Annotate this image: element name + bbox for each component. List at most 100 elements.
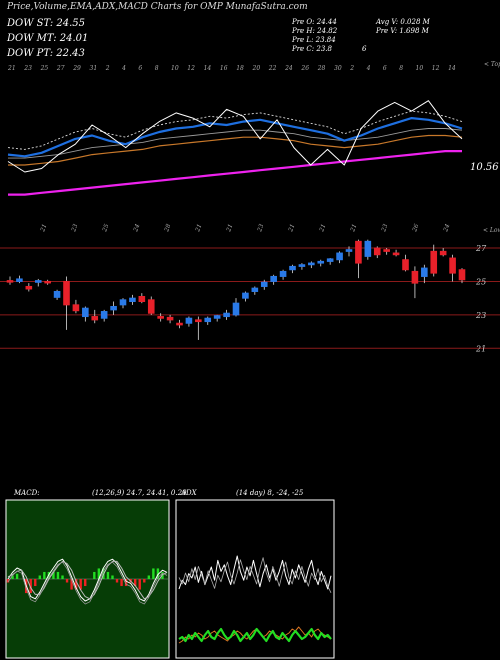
candle-body <box>411 270 419 284</box>
bottom-date-label: 21 <box>318 223 328 234</box>
bottom-date-label: 23 <box>70 223 80 234</box>
macd-params: (12,26,9) 24.7, 24.41, 0.29 <box>92 489 187 497</box>
top-date-label: 24 <box>284 65 293 72</box>
candle-body <box>458 269 466 281</box>
candle-body <box>204 317 212 323</box>
top-date-label: 10 <box>171 65 179 72</box>
top-date-label: 29 <box>72 65 81 72</box>
candle-body <box>242 292 249 299</box>
bottom-date-label: 23 <box>256 223 266 234</box>
bottom-date-label: 24 <box>442 223 452 234</box>
bottom-date-label: 21 <box>349 223 359 234</box>
bottom-date-label: 28 <box>163 223 173 234</box>
candle-body <box>110 306 117 311</box>
candle-body <box>44 280 51 284</box>
candle-body <box>326 258 334 262</box>
ema-price-label: 10.56 <box>470 162 499 173</box>
top-date-label: 12 <box>432 65 440 72</box>
candle-body <box>383 249 390 252</box>
ema-blue-line <box>7 116 463 158</box>
macd-shadow-line <box>7 561 168 605</box>
candle-body <box>138 295 146 303</box>
candle-body <box>100 311 108 319</box>
bottom-date-label: 24 <box>132 223 142 234</box>
adx-label: ADX <box>181 489 197 497</box>
candle-body <box>260 281 268 287</box>
top-date-label: 4 <box>366 65 371 72</box>
candle-body <box>185 317 193 324</box>
bottom-date-label: 25 <box>101 223 111 234</box>
chart-title: Price,Volume,EMA,ADX,MACD Charts for OMP… <box>7 2 308 12</box>
top-date-label: 12 <box>187 65 195 72</box>
candle-body <box>279 270 287 277</box>
candle-body <box>373 247 381 256</box>
candle-body <box>72 304 80 312</box>
candle-body <box>147 299 155 314</box>
candle-body <box>402 259 409 271</box>
candle-body <box>34 280 42 283</box>
candle-body <box>439 250 447 256</box>
top-date-label: 2 <box>349 65 354 72</box>
top-date-label: 6 <box>383 65 387 72</box>
top-date-label: 14 <box>448 65 456 72</box>
top-date-label: 22 <box>268 65 277 72</box>
candle-body <box>25 285 33 290</box>
dow-pt-label: DOW PT: 22.43 <box>7 48 85 59</box>
candle-body <box>308 262 315 266</box>
candle-body <box>232 302 240 316</box>
price-white-line <box>7 100 463 173</box>
candle-body <box>82 307 89 318</box>
top-date-label: 6 <box>138 65 142 72</box>
macd-line <box>7 558 168 602</box>
top-date-label: 21 <box>7 65 16 72</box>
avg-volume: Avg V: 0.028 M <box>376 18 430 26</box>
price-axis-tick: 27 <box>475 244 487 253</box>
top-date-label: 27 <box>56 65 65 72</box>
ema-gray-line <box>8 128 463 159</box>
candle-body <box>166 316 174 321</box>
top-date-label: 26 <box>300 65 309 72</box>
pre-low: Pre L: 23.84 <box>292 36 336 44</box>
pre-volume: Pre V: 1.698 M <box>376 27 429 35</box>
candle-body <box>119 299 127 306</box>
candle-body <box>392 252 400 256</box>
ema-orange-line <box>8 134 463 166</box>
adx-green-line <box>178 627 332 643</box>
dow-st-label: DOW ST: 24.55 <box>7 18 86 29</box>
price-charts-svg: 21 23 25 27 29 31 2 4 6 8 10 12 14 16 18 20 22 24 26 28 30 2 4… <box>0 61 500 353</box>
candle-body <box>176 322 183 326</box>
candle-body <box>129 297 136 303</box>
candle-body <box>336 252 343 261</box>
top-date-label: 18 <box>236 65 244 72</box>
top-date-label: 28 <box>317 65 326 72</box>
candle-body <box>91 316 99 321</box>
macd-label: MACD: <box>14 489 40 497</box>
bottom-date-label: 23 <box>380 223 390 234</box>
ema-magenta-line <box>8 150 462 196</box>
price-axis-tick: 21 <box>475 344 486 353</box>
tops-axis-label: < Tops <box>484 61 500 68</box>
bottom-date-label: 21 <box>194 223 204 234</box>
price-axis-tick: 23 <box>475 311 486 320</box>
candle-body <box>317 260 325 264</box>
top-date-label: 30 <box>334 65 342 72</box>
candle-body <box>157 316 164 319</box>
candle-body <box>213 315 221 319</box>
top-date-label: 20 <box>252 65 261 72</box>
candle-body <box>223 312 230 318</box>
candle-body <box>298 264 306 267</box>
top-date-label: 16 <box>220 65 228 72</box>
top-date-label: 25 <box>40 65 49 72</box>
top-date-label: 8 <box>399 65 403 72</box>
macd-signal-line <box>7 560 168 600</box>
top-date-label: 23 <box>23 65 32 72</box>
adx-params: (14 day) 8, -24, -25 <box>236 489 304 497</box>
candle-body <box>421 267 428 277</box>
bottom-date-label: 26 <box>411 223 421 234</box>
pre-high: Pre H: 24.82 <box>292 27 338 35</box>
pre-close: Pre C: 23.8 <box>292 45 332 53</box>
candle-body <box>16 278 23 282</box>
candle-body <box>195 319 202 323</box>
